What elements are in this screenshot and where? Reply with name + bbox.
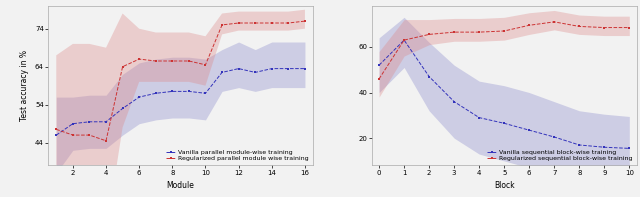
Regularized parallel module wise training bbox=[235, 22, 243, 24]
Y-axis label: Test accuracy in %: Test accuracy in % bbox=[20, 50, 29, 121]
Regularized parallel module wise training bbox=[185, 60, 193, 62]
Regularized parallel module wise training bbox=[86, 134, 93, 136]
Vanilla parallel module-wise training bbox=[301, 67, 308, 70]
Vanilla sequential block-wise training bbox=[451, 100, 458, 103]
Legend: Vanilla sequential block-wise training, Regularized sequential block-wise traini: Vanilla sequential block-wise training, … bbox=[486, 148, 634, 162]
Vanilla sequential block-wise training bbox=[525, 129, 533, 131]
Vanilla sequential block-wise training bbox=[375, 64, 383, 66]
Regularized parallel module wise training bbox=[268, 22, 276, 24]
Regularized sequential block-wise training bbox=[476, 31, 483, 33]
Regularized sequential block-wise training bbox=[575, 25, 583, 28]
Vanilla parallel module-wise training bbox=[86, 121, 93, 123]
X-axis label: Module: Module bbox=[166, 181, 195, 190]
Regularized parallel module wise training bbox=[252, 22, 259, 24]
Regularized parallel module wise training bbox=[168, 60, 176, 62]
Regularized parallel module wise training bbox=[152, 60, 159, 62]
Regularized parallel module wise training bbox=[301, 20, 308, 22]
Vanilla parallel module-wise training bbox=[168, 90, 176, 93]
Regularized parallel module wise training bbox=[202, 64, 209, 66]
Vanilla sequential block-wise training bbox=[476, 116, 483, 119]
Vanilla sequential block-wise training bbox=[426, 75, 433, 78]
Vanilla parallel module-wise training bbox=[52, 134, 60, 136]
Regularized parallel module wise training bbox=[69, 134, 77, 136]
Regularized sequential block-wise training bbox=[625, 26, 633, 29]
Vanilla parallel module-wise training bbox=[218, 71, 226, 74]
Vanilla parallel module-wise training bbox=[235, 67, 243, 70]
Vanilla parallel module-wise training bbox=[268, 67, 276, 70]
Regularized sequential block-wise training bbox=[550, 21, 558, 23]
Regularized parallel module wise training bbox=[119, 66, 127, 68]
Vanilla parallel module-wise training bbox=[135, 96, 143, 98]
Vanilla parallel module-wise training bbox=[152, 92, 159, 95]
Vanilla parallel module-wise training bbox=[202, 92, 209, 95]
Regularized sequential block-wise training bbox=[525, 24, 533, 26]
Vanilla parallel module-wise training bbox=[252, 71, 259, 74]
Vanilla sequential block-wise training bbox=[600, 146, 608, 148]
Vanilla parallel module-wise training bbox=[285, 67, 292, 70]
Regularized parallel module wise training bbox=[102, 140, 110, 142]
Regularized sequential block-wise training bbox=[375, 78, 383, 80]
Vanilla sequential block-wise training bbox=[500, 122, 508, 125]
Line: Regularized sequential block-wise training: Regularized sequential block-wise traini… bbox=[378, 21, 630, 80]
Regularized parallel module wise training bbox=[135, 58, 143, 60]
Line: Vanilla parallel module-wise training: Vanilla parallel module-wise training bbox=[55, 67, 306, 136]
Vanilla sequential block-wise training bbox=[400, 39, 408, 41]
Regularized sequential block-wise training bbox=[400, 39, 408, 41]
Vanilla parallel module-wise training bbox=[102, 121, 110, 123]
Regularized sequential block-wise training bbox=[426, 33, 433, 36]
Line: Vanilla sequential block-wise training: Vanilla sequential block-wise training bbox=[378, 39, 630, 150]
Line: Regularized parallel module wise training: Regularized parallel module wise trainin… bbox=[55, 20, 306, 142]
Vanilla sequential block-wise training bbox=[625, 147, 633, 150]
X-axis label: Block: Block bbox=[494, 181, 515, 190]
Regularized sequential block-wise training bbox=[600, 26, 608, 29]
Regularized sequential block-wise training bbox=[500, 30, 508, 32]
Vanilla parallel module-wise training bbox=[119, 107, 127, 110]
Vanilla parallel module-wise training bbox=[185, 90, 193, 93]
Legend: Vanilla parallel module-wise training, Regularized parallel module wise training: Vanilla parallel module-wise training, R… bbox=[165, 148, 310, 162]
Vanilla parallel module-wise training bbox=[69, 123, 77, 125]
Vanilla sequential block-wise training bbox=[575, 144, 583, 146]
Vanilla sequential block-wise training bbox=[550, 136, 558, 138]
Regularized parallel module wise training bbox=[52, 128, 60, 131]
Regularized sequential block-wise training bbox=[451, 31, 458, 33]
Regularized parallel module wise training bbox=[218, 24, 226, 26]
Regularized parallel module wise training bbox=[285, 22, 292, 24]
